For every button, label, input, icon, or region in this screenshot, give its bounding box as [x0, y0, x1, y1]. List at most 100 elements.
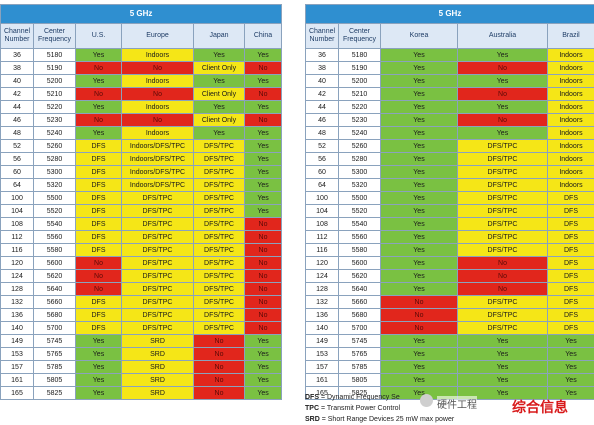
table-row: 52 5260 DFS Indoors/DFS/TPC DFS/TPC Yes: [0, 139, 283, 153]
channel-number: 140: [305, 321, 339, 335]
status-cell: No: [193, 334, 245, 348]
table-row: 116 5580 DFS DFS/TPC DFS/TPC No: [0, 243, 283, 257]
status-cell: No: [243, 308, 283, 322]
channel-number: 38: [305, 61, 339, 75]
status-cell: DFS/TPC: [457, 178, 548, 192]
status-cell: Yes: [75, 386, 122, 400]
status-cell: Yes: [380, 113, 458, 127]
status-cell: DFS/TPC: [121, 191, 194, 205]
table-row: 38 5190 No No Client Only No: [0, 61, 283, 75]
status-cell: Yes: [380, 61, 458, 75]
status-cell: Yes: [380, 243, 458, 257]
status-cell: DFS/TPC: [121, 217, 194, 231]
center-frequency: 5580: [338, 243, 381, 257]
table-row: 165 5825 Yes Yes Yes: [305, 386, 594, 400]
watermark-stamp: 综合信息: [512, 400, 568, 416]
status-cell: No: [380, 295, 458, 309]
table-row: 52 5260 Yes DFS/TPC Indoors: [305, 139, 594, 153]
status-cell: No: [243, 61, 283, 75]
status-cell: Yes: [547, 373, 594, 387]
table-row: 42 5210 No No Client Only No: [0, 87, 283, 101]
center-frequency: 5680: [33, 308, 76, 322]
status-cell: No: [75, 282, 122, 296]
status-cell: No: [457, 61, 548, 75]
status-cell: No: [75, 256, 122, 270]
status-cell: DFS: [75, 295, 122, 309]
table-row: 64 5320 DFS Indoors/DFS/TPC DFS/TPC Yes: [0, 178, 283, 192]
status-cell: DFS/TPC: [121, 321, 194, 335]
status-cell: Yes: [75, 126, 122, 140]
status-cell: DFS/TPC: [193, 295, 245, 309]
status-cell: Yes: [380, 48, 458, 62]
status-cell: SRD: [121, 334, 194, 348]
center-frequency: 5640: [33, 282, 76, 296]
center-frequency: 5280: [33, 152, 76, 166]
status-cell: No: [243, 321, 283, 335]
status-cell: Yes: [243, 386, 283, 400]
status-cell: DFS/TPC: [121, 269, 194, 283]
status-cell: Yes: [547, 334, 594, 348]
center-frequency: 5210: [33, 87, 76, 101]
status-cell: DFS/TPC: [193, 178, 245, 192]
legend-dfs: DFS = Dynamic Frequency Se: [305, 394, 400, 401]
status-cell: DFS/TPC: [457, 191, 548, 205]
status-cell: No: [243, 87, 283, 101]
center-frequency: 5280: [338, 152, 381, 166]
status-cell: DFS/TPC: [457, 308, 548, 322]
status-cell: Yes: [380, 217, 458, 231]
status-cell: Indoors: [121, 126, 194, 140]
channel-number: 56: [305, 152, 339, 166]
status-cell: DFS: [547, 295, 594, 309]
status-cell: DFS/TPC: [457, 204, 548, 218]
center-frequency: 5825: [338, 386, 381, 400]
table-row: 38 5190 Yes No Indoors: [305, 61, 594, 75]
channel-number: 132: [0, 295, 34, 309]
table-row: 64 5320 Yes DFS/TPC Indoors: [305, 178, 594, 192]
center-frequency: 5765: [338, 347, 381, 361]
status-cell: Yes: [193, 74, 245, 88]
status-cell: DFS/TPC: [193, 217, 245, 231]
status-cell: DFS/TPC: [121, 243, 194, 257]
channel-number: 48: [305, 126, 339, 140]
table-row: 120 5600 No DFS/TPC DFS/TPC No: [0, 256, 283, 270]
status-cell: DFS/TPC: [457, 243, 548, 257]
status-cell: DFS/TPC: [457, 295, 548, 309]
center-frequency: 5320: [338, 178, 381, 192]
channel-number: 116: [305, 243, 339, 257]
status-cell: No: [75, 61, 122, 75]
table-row: 165 5825 Yes SRD No Yes: [0, 386, 283, 400]
status-cell: DFS/TPC: [193, 321, 245, 335]
table-row: 140 5700 DFS DFS/TPC DFS/TPC No: [0, 321, 283, 335]
channel-number: 42: [305, 87, 339, 101]
status-cell: DFS: [547, 230, 594, 244]
status-cell: Yes: [380, 256, 458, 270]
status-cell: Indoors/DFS/TPC: [121, 178, 194, 192]
center-frequency: 5520: [338, 204, 381, 218]
channel-number: 124: [0, 269, 34, 283]
band-header: 5 GHz: [0, 4, 283, 24]
status-cell: DFS/TPC: [121, 256, 194, 270]
channel-number: 136: [0, 308, 34, 322]
status-cell: DFS/TPC: [193, 165, 245, 179]
status-cell: Yes: [380, 87, 458, 101]
region-header-korea: Korea: [380, 23, 458, 49]
status-cell: Yes: [380, 373, 458, 387]
status-cell: No: [121, 61, 194, 75]
status-cell: SRD: [121, 360, 194, 374]
table-row: 132 5660 DFS DFS/TPC DFS/TPC No: [0, 295, 283, 309]
status-cell: Yes: [243, 48, 283, 62]
status-cell: Indoors: [547, 74, 594, 88]
status-cell: DFS: [547, 269, 594, 283]
status-cell: Yes: [457, 100, 548, 114]
channel-number-header: Channel Number: [305, 23, 339, 49]
channel-number: 36: [0, 48, 34, 62]
wechat-logo-icon: [420, 394, 433, 407]
table-row: 104 5520 DFS DFS/TPC DFS/TPC Yes: [0, 204, 283, 218]
status-cell: Indoors: [121, 74, 194, 88]
channel-number: 124: [305, 269, 339, 283]
table-row: 153 5765 Yes SRD No Yes: [0, 347, 283, 361]
status-cell: Yes: [380, 74, 458, 88]
channel-number: 149: [305, 334, 339, 348]
center-frequency: 5260: [338, 139, 381, 153]
center-frequency-header: Center Frequency: [33, 23, 76, 49]
